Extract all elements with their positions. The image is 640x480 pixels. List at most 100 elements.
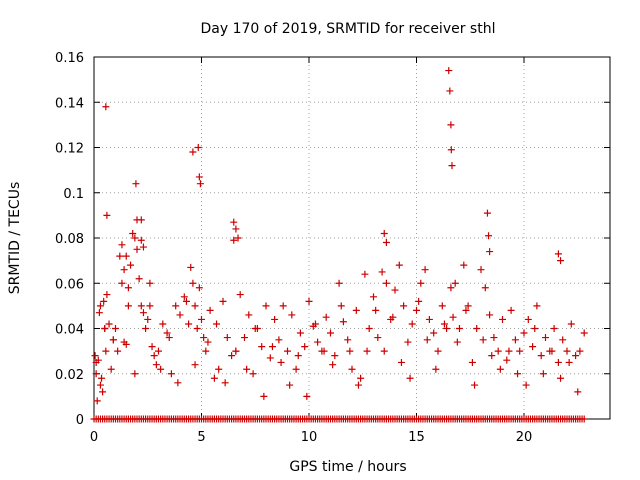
data-point	[423, 336, 431, 344]
data-point	[430, 329, 438, 337]
data-point	[395, 261, 403, 269]
data-point	[542, 334, 549, 342]
y-tick-label: 0.14	[55, 96, 84, 111]
data-point	[346, 347, 354, 355]
data-point	[443, 325, 451, 332]
data-point	[204, 338, 212, 346]
data-point	[406, 374, 414, 382]
data-point	[391, 286, 399, 294]
data-point	[271, 315, 279, 323]
data-point	[520, 329, 528, 337]
data-point	[446, 87, 454, 95]
data-point	[150, 352, 158, 360]
data-point	[494, 347, 502, 355]
grid	[94, 57, 610, 419]
data-point	[460, 261, 468, 269]
data-point	[107, 365, 115, 373]
data-point	[105, 320, 113, 328]
data-point	[142, 325, 150, 332]
data-point	[576, 347, 584, 355]
data-point	[572, 352, 580, 360]
data-point	[268, 343, 276, 351]
data-point	[453, 338, 461, 346]
data-point	[425, 315, 433, 323]
data-point	[447, 146, 455, 154]
data-point	[139, 243, 147, 251]
data-point	[114, 347, 122, 355]
chart-title: Day 170 of 2019, SRMTID for receiver sth…	[201, 21, 496, 37]
x-tick-label: 15	[408, 430, 425, 445]
data-point	[314, 338, 322, 346]
data-point	[191, 302, 199, 310]
data-point	[118, 241, 126, 249]
data-point	[245, 311, 253, 319]
data-point	[471, 381, 479, 389]
data-point	[404, 338, 412, 346]
data-point	[187, 263, 195, 271]
data-point	[468, 358, 476, 366]
data-point	[102, 103, 110, 111]
data-point	[363, 347, 371, 355]
data-point	[339, 318, 347, 326]
data-point	[96, 302, 104, 310]
data-point	[137, 302, 145, 310]
data-point	[503, 356, 511, 364]
data-point	[182, 297, 190, 305]
data-point	[378, 268, 386, 276]
data-point	[232, 347, 240, 355]
data-point	[172, 302, 180, 310]
data-point	[499, 315, 506, 323]
data-point	[488, 352, 496, 360]
y-tick-label: 0.08	[55, 232, 84, 247]
data-point	[221, 379, 229, 387]
data-point	[202, 347, 210, 355]
data-point	[258, 343, 266, 351]
data-point	[505, 347, 513, 355]
data-point	[195, 173, 203, 181]
data-point	[473, 325, 481, 332]
data-point	[413, 306, 420, 314]
data-point	[112, 325, 119, 332]
data-point	[522, 381, 530, 389]
y-axis-label: SRMTID / TECUs	[7, 182, 23, 295]
data-point	[228, 352, 236, 360]
data-point	[284, 347, 291, 355]
data-point	[462, 306, 470, 314]
data-point	[380, 229, 388, 237]
data-point	[206, 306, 214, 314]
data-point	[215, 365, 223, 373]
data-point	[200, 334, 208, 342]
data-point	[132, 180, 140, 188]
data-point	[329, 361, 337, 369]
x-tick-label: 5	[197, 430, 205, 445]
data-point	[262, 302, 270, 310]
data-point	[529, 343, 537, 351]
data-point	[483, 209, 491, 217]
data-point	[327, 329, 334, 337]
y-tick-label: 0.02	[55, 368, 84, 383]
data-point	[180, 293, 188, 301]
data-point	[389, 313, 397, 321]
data-point	[382, 239, 390, 247]
data-point	[152, 361, 160, 369]
data-point	[481, 284, 489, 292]
y-tick-label: 0.06	[55, 277, 84, 292]
data-point	[303, 392, 311, 400]
data-series	[90, 67, 588, 423]
data-point	[563, 347, 571, 355]
data-point	[232, 225, 240, 233]
data-point	[421, 266, 429, 274]
data-point	[337, 302, 345, 310]
data-point	[157, 365, 165, 373]
data-point	[174, 379, 182, 387]
data-point	[266, 354, 274, 362]
data-point	[131, 370, 139, 378]
data-point	[146, 302, 154, 310]
data-point	[408, 320, 416, 328]
data-point	[370, 293, 377, 301]
data-point	[486, 311, 494, 319]
data-point	[432, 365, 440, 373]
data-point	[496, 365, 504, 373]
data-point	[400, 302, 408, 310]
data-point	[354, 381, 362, 389]
